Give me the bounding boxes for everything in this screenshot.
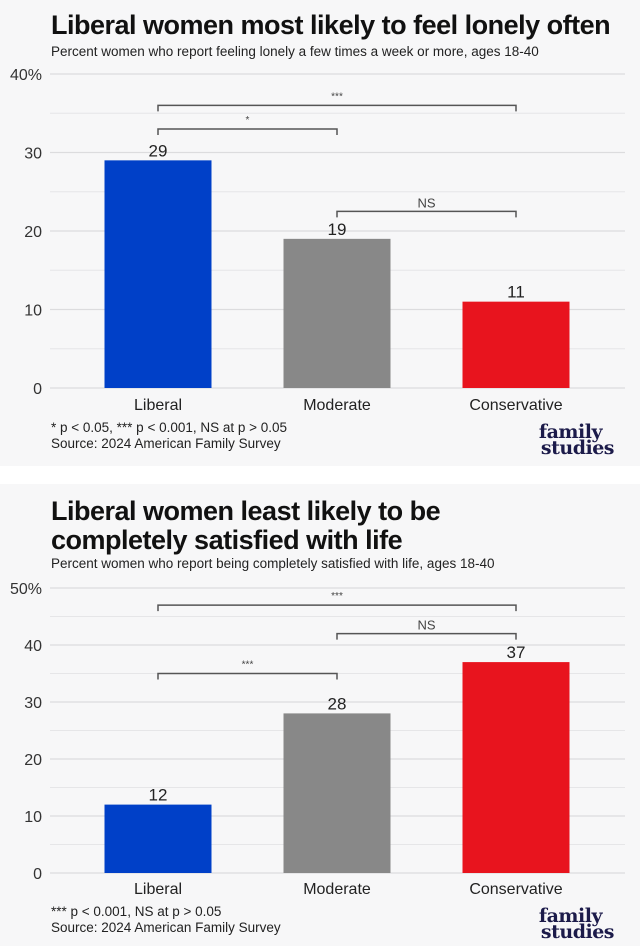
significance-bracket <box>157 672 338 680</box>
data-label: 12 <box>149 786 168 805</box>
footnote-source: Source: 2024 American Family Survey <box>51 436 281 451</box>
chart-subtitle: Percent women who report feeling lonely … <box>51 44 539 59</box>
x-category-label: Conservative <box>469 881 562 898</box>
y-tick-label: 0 <box>33 866 42 883</box>
footnote-significance: *** p < 0.001, NS at p > 0.05 <box>51 904 222 919</box>
significance-bracket <box>157 128 338 135</box>
logo-line-2: studies <box>540 437 615 459</box>
significance-bracket <box>336 210 517 218</box>
significance-bracket <box>157 604 517 612</box>
family-studies-logo: family studies <box>538 421 615 459</box>
chart-subtitle: Percent women who report being completel… <box>51 556 495 571</box>
family-studies-logo: family studies <box>538 905 615 943</box>
y-tick-label: 30 <box>24 146 42 163</box>
data-label: 37 <box>507 643 526 662</box>
x-category-label: Moderate <box>303 397 371 414</box>
significance-label: NS <box>417 618 435 633</box>
chart-title: Liberal women most likely to feel lonely… <box>51 10 611 40</box>
logo-line-1: family <box>538 421 603 443</box>
data-label: 19 <box>328 220 347 239</box>
chart-title-line-2: completely satisfied with life <box>51 525 403 555</box>
x-category-label: Liberal <box>134 397 182 414</box>
chart-title-line-1: Liberal women least likely to be <box>51 496 441 526</box>
bar-moderate <box>283 238 391 388</box>
bar-conservative <box>462 662 570 873</box>
x-category-label: Moderate <box>303 881 371 898</box>
bar-liberal <box>104 804 212 873</box>
significance-label: *** <box>331 591 343 602</box>
y-tick-label: 50% <box>10 581 42 598</box>
y-tick-label: 20 <box>24 224 42 241</box>
logo-line-1: family <box>538 905 603 927</box>
y-tick-label: 10 <box>24 303 42 320</box>
chart-panel-life-satisfaction: Liberal women least likely to be complet… <box>0 484 640 946</box>
significance-bracket <box>336 632 517 640</box>
significance-bracket <box>157 104 517 112</box>
significance-label: * <box>246 115 250 126</box>
significance-label: *** <box>242 660 254 671</box>
data-label: 29 <box>149 141 168 160</box>
data-label: 28 <box>328 694 347 713</box>
bar-moderate <box>283 713 391 873</box>
x-category-label: Conservative <box>469 397 562 414</box>
significance-label: *** <box>331 91 343 102</box>
bar-chart-life-satisfaction: 0 10 20 30 40 50% 12 Liberal 28 Moderate 37 Conserv… <box>10 581 625 898</box>
y-tick-label: 40 <box>24 638 42 655</box>
y-tick-label: 20 <box>24 752 42 769</box>
bar-conservative <box>462 301 570 388</box>
y-tick-label: 0 <box>33 381 42 398</box>
data-label: 11 <box>507 283 525 302</box>
chart-panel-loneliness: Liberal women most likely to feel lonely… <box>0 0 640 466</box>
footnote-significance: * p < 0.05, *** p < 0.001, NS at p > 0.0… <box>51 420 288 435</box>
y-tick-label: 10 <box>24 809 42 826</box>
footnote-source: Source: 2024 American Family Survey <box>51 920 281 935</box>
y-tick-label: 30 <box>24 695 42 712</box>
logo-line-2: studies <box>540 921 615 943</box>
y-tick-label: 40% <box>10 67 42 84</box>
bar-chart-loneliness: 0 10 20 30 40% 29 Liberal 19 Moderate 11 Conservat… <box>10 67 625 414</box>
bar-liberal <box>104 160 212 388</box>
significance-label: NS <box>417 195 435 210</box>
x-category-label: Liberal <box>134 881 182 898</box>
